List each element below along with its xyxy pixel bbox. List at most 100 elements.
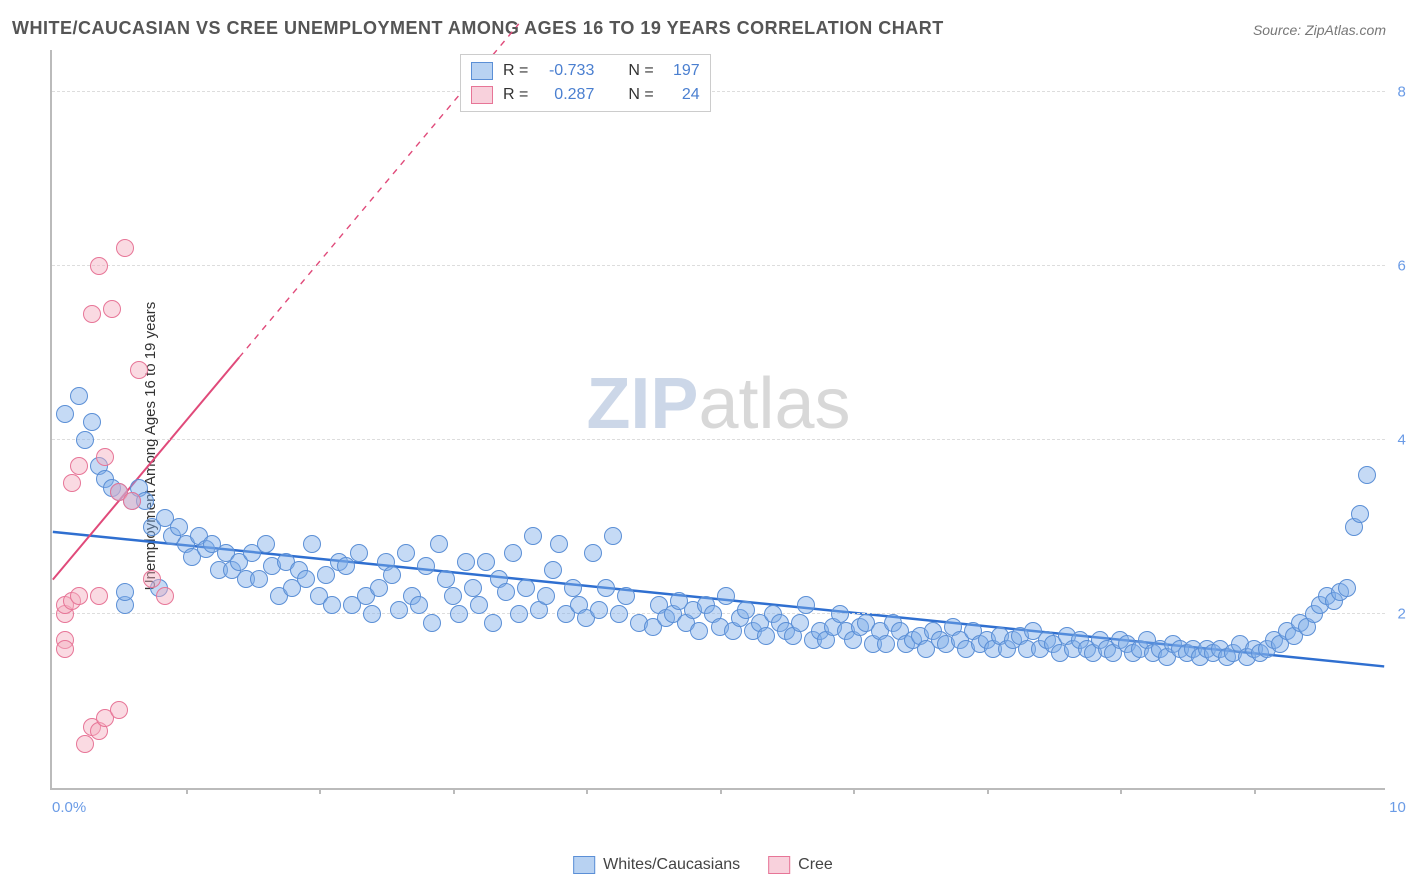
x-tick — [1120, 788, 1122, 794]
point-whites — [617, 587, 635, 605]
point-whites — [477, 553, 495, 571]
point-whites — [250, 570, 268, 588]
legend-swatch-blue — [573, 856, 595, 874]
point-whites — [457, 553, 475, 571]
point-whites — [397, 544, 415, 562]
legend-N-value: 24 — [664, 86, 700, 104]
gridline-h — [52, 265, 1385, 266]
x-tick — [1254, 788, 1256, 794]
trend-lines — [52, 50, 1385, 788]
point-whites — [417, 557, 435, 575]
point-whites — [497, 583, 515, 601]
point-whites — [590, 601, 608, 619]
point-cree — [116, 239, 134, 257]
point-cree — [63, 474, 81, 492]
point-whites — [437, 570, 455, 588]
point-cree — [70, 587, 88, 605]
x-tick — [319, 788, 321, 794]
point-whites — [303, 535, 321, 553]
point-whites — [610, 605, 628, 623]
point-cree — [70, 457, 88, 475]
point-whites — [1338, 579, 1356, 597]
point-whites — [257, 535, 275, 553]
point-whites — [350, 544, 368, 562]
legend-swatch-pink — [768, 856, 790, 874]
point-cree — [83, 305, 101, 323]
legend-R-label: R = — [503, 62, 528, 80]
point-whites — [390, 601, 408, 619]
legend-item-whites: Whites/Caucasians — [573, 856, 740, 874]
point-whites — [363, 605, 381, 623]
point-cree — [56, 640, 74, 658]
point-whites — [370, 579, 388, 597]
point-whites — [116, 583, 134, 601]
y-tick-label: 60.0% — [1397, 257, 1406, 274]
legend-N-value: 197 — [664, 62, 700, 80]
correlation-legend-row: R =0.287N =24 — [471, 83, 700, 107]
legend-N-label: N = — [628, 86, 653, 104]
x-tick — [186, 788, 188, 794]
watermark-atlas: atlas — [698, 364, 850, 444]
point-whites — [1358, 466, 1376, 484]
point-whites — [410, 596, 428, 614]
y-tick-label: 40.0% — [1397, 431, 1406, 448]
point-cree — [123, 492, 141, 510]
point-whites — [470, 596, 488, 614]
watermark: ZIPatlas — [586, 363, 850, 445]
point-whites — [544, 561, 562, 579]
point-whites — [170, 518, 188, 536]
point-whites — [877, 635, 895, 653]
x-tick — [720, 788, 722, 794]
point-whites — [464, 579, 482, 597]
x-axis-min-label: 0.0% — [52, 799, 86, 816]
point-cree — [103, 300, 121, 318]
series-legend: Whites/Caucasians Cree — [573, 856, 833, 874]
point-whites — [604, 527, 622, 545]
point-whites — [717, 587, 735, 605]
point-whites — [791, 614, 809, 632]
legend-swatch-blue — [471, 62, 493, 80]
y-tick-label: 20.0% — [1397, 605, 1406, 622]
point-whites — [1351, 505, 1369, 523]
point-whites — [317, 566, 335, 584]
legend-item-cree: Cree — [768, 856, 833, 874]
point-whites — [383, 566, 401, 584]
legend-label-cree: Cree — [798, 856, 833, 874]
gridline-h — [52, 439, 1385, 440]
point-whites — [70, 387, 88, 405]
x-tick — [987, 788, 989, 794]
point-whites — [517, 579, 535, 597]
point-whites — [831, 605, 849, 623]
point-whites — [430, 535, 448, 553]
point-whites — [550, 535, 568, 553]
watermark-zip: ZIP — [586, 364, 698, 444]
point-whites — [690, 622, 708, 640]
point-whites — [584, 544, 602, 562]
source-label: Source: ZipAtlas.com — [1253, 22, 1386, 38]
y-tick-label: 80.0% — [1397, 83, 1406, 100]
legend-R-label: R = — [503, 86, 528, 104]
point-cree — [130, 361, 148, 379]
x-axis-max-label: 100.0% — [1389, 799, 1406, 816]
point-whites — [297, 570, 315, 588]
point-whites — [83, 413, 101, 431]
point-whites — [484, 614, 502, 632]
correlation-legend: R =-0.733N =197R =0.287N =24 — [460, 54, 711, 112]
point-whites — [504, 544, 522, 562]
point-whites — [323, 596, 341, 614]
legend-R-value: -0.733 — [538, 62, 594, 80]
legend-N-label: N = — [628, 62, 653, 80]
point-cree — [96, 448, 114, 466]
point-whites — [423, 614, 441, 632]
point-whites — [797, 596, 815, 614]
plot-area: ZIPatlas 0.0% 100.0% 20.0%40.0%60.0%80.0… — [50, 50, 1385, 790]
point-whites — [757, 627, 775, 645]
point-cree — [156, 587, 174, 605]
point-whites — [510, 605, 528, 623]
x-tick — [453, 788, 455, 794]
point-whites — [524, 527, 542, 545]
point-cree — [90, 587, 108, 605]
point-whites — [597, 579, 615, 597]
point-whites — [450, 605, 468, 623]
legend-swatch-pink — [471, 86, 493, 104]
